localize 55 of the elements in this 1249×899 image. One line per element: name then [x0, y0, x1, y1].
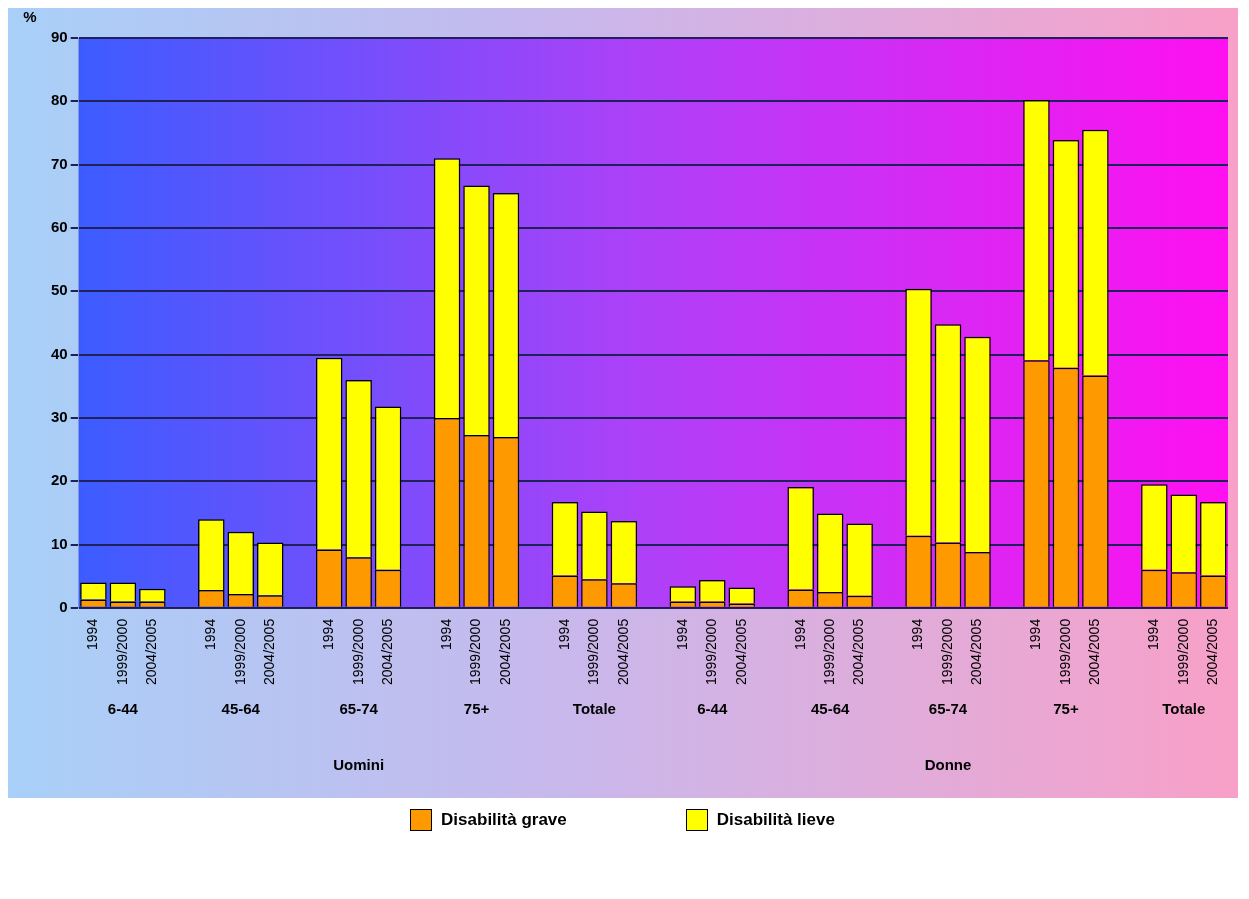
- x-tick-label: 1994: [84, 618, 101, 650]
- y-tick-label: 90: [51, 28, 68, 46]
- y-tick-label: 30: [51, 408, 68, 426]
- x-tick-label: 1999/2000: [821, 618, 838, 686]
- text: 75+: [463, 700, 490, 718]
- x-tick-label: 1994: [1027, 618, 1044, 650]
- text: 65-74: [339, 700, 379, 718]
- y-tick-label: 70: [51, 154, 68, 172]
- x-tick-label: 2004/2005: [968, 618, 985, 686]
- x-tick-label: 1994: [555, 618, 572, 650]
- x-tick-label: 1994: [909, 618, 926, 650]
- text: 75+: [1053, 700, 1079, 718]
- x-tick-label: 1994: [791, 618, 808, 650]
- x-tick-label: 2004/2005: [614, 618, 631, 686]
- x-tick-label: 1999/2000: [703, 618, 720, 686]
- y-axis-title: %: [23, 8, 37, 26]
- y-tick-label: 60: [51, 218, 68, 236]
- x-tick-label: 1999/2000: [938, 618, 955, 686]
- y-tick-label: 40: [51, 344, 68, 362]
- text: Donne: [924, 756, 972, 774]
- x-tick-label: 1999/2000: [585, 618, 602, 686]
- x-tick-label: 1999/2000: [349, 618, 366, 686]
- x-tick-label: 2004/2005: [261, 618, 278, 686]
- text: Totale: [572, 700, 616, 718]
- x-tick-label: 2004/2005: [1086, 618, 1103, 686]
- x-tick-label: 1994: [437, 618, 454, 650]
- text: Uomini: [333, 756, 385, 774]
- legend-label: Disabilità grave: [441, 810, 567, 830]
- x-tick-label: 1999/2000: [231, 618, 248, 686]
- text: Totale: [1162, 700, 1206, 718]
- x-tick-label: 2004/2005: [1204, 618, 1221, 686]
- legend-label: Disabilità lieve: [716, 810, 835, 830]
- text: 6-44: [107, 700, 139, 718]
- y-tick-label: 10: [51, 534, 68, 552]
- x-tick-label: 2004/2005: [143, 618, 160, 686]
- text: 65-74: [928, 700, 968, 718]
- x-tick-label: 1994: [673, 618, 690, 650]
- x-tick-label: 1994: [202, 618, 219, 650]
- y-tick-label: 80: [51, 91, 68, 109]
- x-tick-label: 1999/2000: [1056, 618, 1073, 686]
- x-tick-label: 1994: [320, 618, 337, 650]
- x-tick-label: 2004/2005: [732, 618, 749, 686]
- y-tick-label: 0: [59, 597, 68, 615]
- x-tick-label: 1999/2000: [113, 618, 130, 686]
- x-tick-label: 2004/2005: [496, 618, 513, 686]
- x-tick-label: 1994: [1145, 618, 1162, 650]
- x-tick-label: 1999/2000: [467, 618, 484, 686]
- y-tick-label: 20: [51, 471, 68, 489]
- text: 45-64: [810, 700, 850, 718]
- text: 6-44: [697, 700, 728, 718]
- text: 45-64: [221, 700, 261, 718]
- x-tick-label: 2004/2005: [850, 618, 867, 686]
- y-tick-label: 50: [51, 281, 68, 299]
- x-tick-label: 1999/2000: [1174, 618, 1191, 686]
- x-tick-label: 2004/2005: [378, 618, 395, 686]
